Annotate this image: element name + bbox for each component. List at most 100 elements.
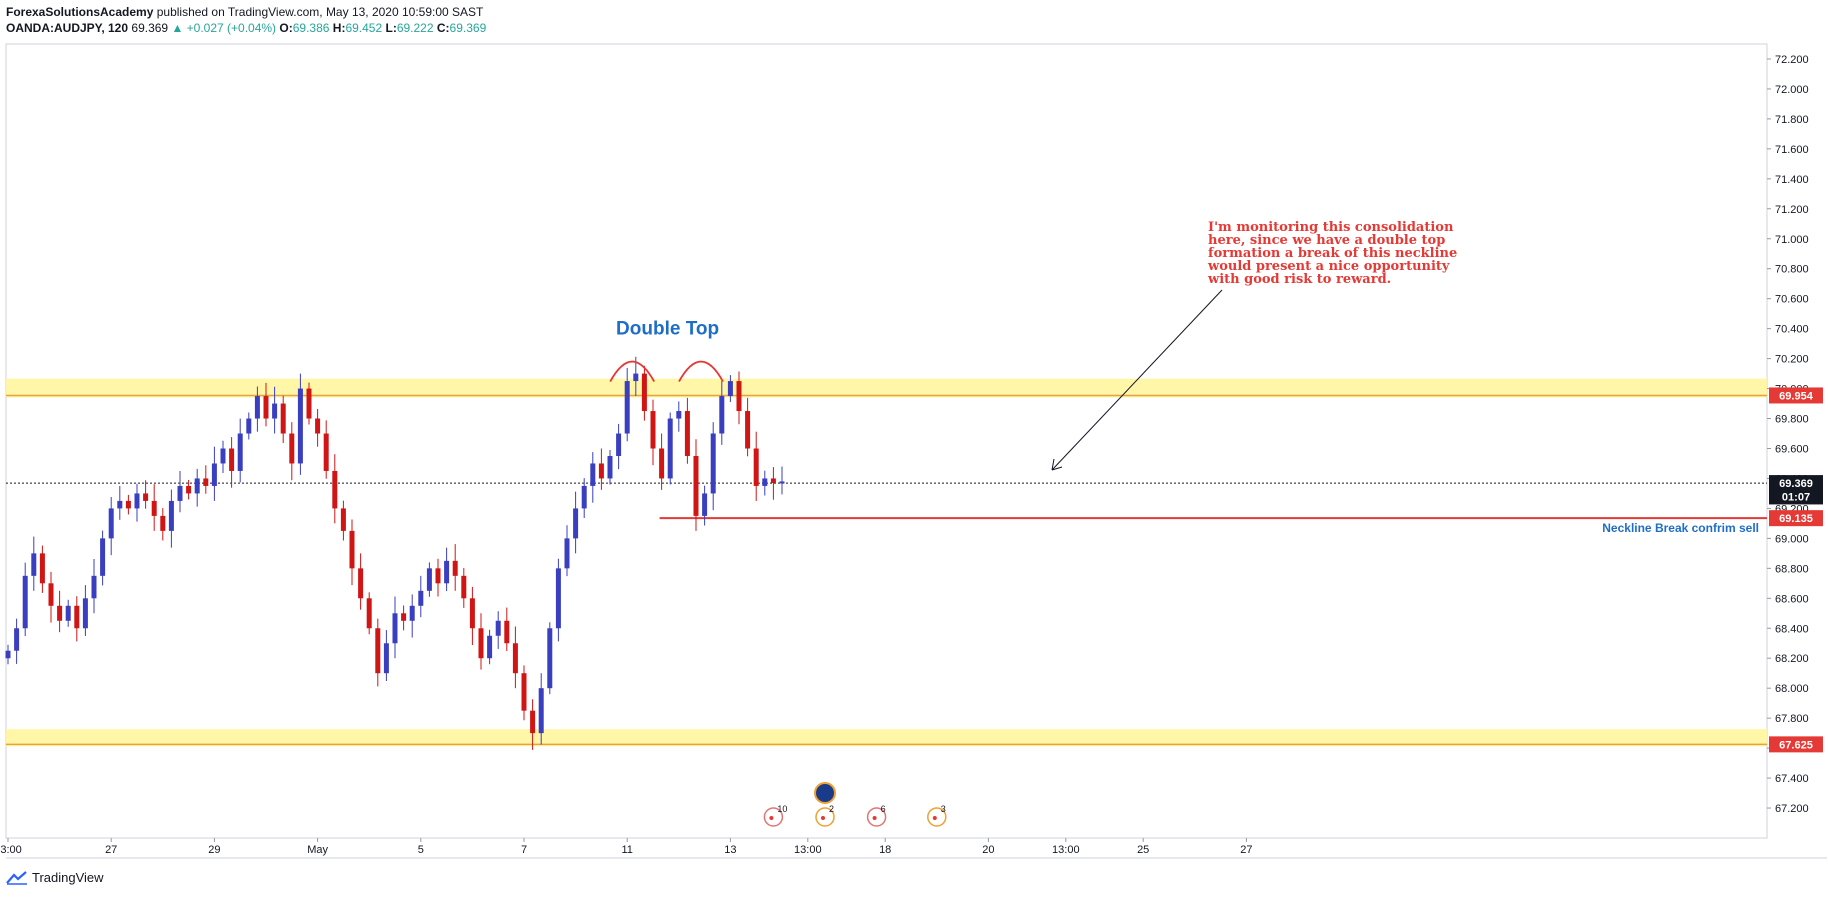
candle[interactable] xyxy=(444,560,450,584)
candle[interactable] xyxy=(650,411,656,449)
candle[interactable] xyxy=(547,628,553,689)
candle[interactable] xyxy=(220,448,226,464)
candle[interactable] xyxy=(633,373,639,382)
candle[interactable] xyxy=(168,500,174,531)
candle[interactable] xyxy=(667,418,673,479)
candle[interactable] xyxy=(418,590,424,606)
candle[interactable] xyxy=(693,455,699,516)
candle[interactable] xyxy=(31,553,37,576)
candle[interactable] xyxy=(435,568,441,584)
candle[interactable] xyxy=(117,500,123,509)
candle[interactable] xyxy=(186,485,192,494)
candle[interactable] xyxy=(289,433,295,464)
candle[interactable] xyxy=(762,478,768,486)
publisher-name[interactable]: ForexaSolutionsAcademy xyxy=(6,5,154,19)
candle[interactable] xyxy=(160,515,166,531)
australia-flag-icon[interactable] xyxy=(814,782,836,804)
candle[interactable] xyxy=(229,448,235,471)
candle[interactable] xyxy=(57,605,63,621)
candle[interactable] xyxy=(521,673,527,711)
candle[interactable] xyxy=(770,478,776,483)
candle[interactable] xyxy=(177,485,183,501)
candle[interactable] xyxy=(332,470,338,509)
candle[interactable] xyxy=(349,530,355,569)
candle[interactable] xyxy=(598,463,604,479)
candle[interactable] xyxy=(659,448,665,479)
candle[interactable] xyxy=(100,538,106,576)
candle[interactable] xyxy=(280,403,286,434)
candle[interactable] xyxy=(727,381,733,397)
economic-event-icon[interactable] xyxy=(866,807,887,827)
candle[interactable] xyxy=(538,688,544,734)
candle[interactable] xyxy=(48,583,54,606)
candle[interactable] xyxy=(779,481,785,484)
candle[interactable] xyxy=(478,628,484,659)
candle[interactable] xyxy=(512,643,518,674)
candle[interactable] xyxy=(487,635,493,659)
candle[interactable] xyxy=(358,568,364,599)
economic-event-icon[interactable] xyxy=(815,807,835,827)
candle[interactable] xyxy=(745,411,751,449)
candle[interactable] xyxy=(555,568,561,629)
candle[interactable] xyxy=(82,598,88,629)
candle[interactable] xyxy=(616,433,622,456)
symbol[interactable]: OANDA:AUDJPY, 120 xyxy=(6,21,129,35)
candle[interactable] xyxy=(108,508,114,539)
candle[interactable] xyxy=(753,448,759,486)
candle[interactable] xyxy=(426,568,432,591)
candle[interactable] xyxy=(65,605,71,621)
economic-event-icon[interactable] xyxy=(927,807,947,827)
candle[interactable] xyxy=(461,575,467,599)
candle[interactable] xyxy=(719,396,725,434)
candle[interactable] xyxy=(194,478,200,494)
candle[interactable] xyxy=(22,575,28,629)
candle[interactable] xyxy=(392,613,398,644)
candle[interactable] xyxy=(246,418,252,434)
candle[interactable] xyxy=(39,553,45,584)
candle[interactable] xyxy=(211,463,217,486)
candle[interactable] xyxy=(590,463,596,486)
candle[interactable] xyxy=(581,485,587,509)
candle[interactable] xyxy=(14,628,20,651)
candle[interactable] xyxy=(91,575,97,599)
candle[interactable] xyxy=(607,455,613,479)
candle[interactable] xyxy=(323,433,329,471)
candle[interactable] xyxy=(143,493,149,501)
candle[interactable] xyxy=(203,478,209,486)
candle[interactable] xyxy=(702,493,708,516)
candle[interactable] xyxy=(297,388,303,464)
footer-brand[interactable]: TradingView xyxy=(6,870,104,885)
candle[interactable] xyxy=(530,710,536,734)
candle[interactable] xyxy=(315,418,321,434)
candle[interactable] xyxy=(237,433,243,471)
candle[interactable] xyxy=(495,620,501,636)
candle[interactable] xyxy=(151,500,157,516)
candle[interactable] xyxy=(409,605,415,621)
candle[interactable] xyxy=(5,650,11,659)
candle[interactable] xyxy=(676,411,682,419)
candle[interactable] xyxy=(504,620,510,644)
candle[interactable] xyxy=(452,560,458,576)
economic-event-icon[interactable] xyxy=(763,807,784,827)
candle[interactable] xyxy=(366,598,372,629)
candle[interactable] xyxy=(383,643,389,674)
candle[interactable] xyxy=(340,508,346,531)
candle[interactable] xyxy=(469,598,475,629)
candle[interactable] xyxy=(564,538,570,569)
candle[interactable] xyxy=(684,411,690,456)
candle[interactable] xyxy=(254,396,260,419)
candle[interactable] xyxy=(306,388,312,419)
candle[interactable] xyxy=(263,396,269,419)
candle[interactable] xyxy=(125,500,131,509)
candle[interactable] xyxy=(375,628,381,674)
candle[interactable] xyxy=(401,613,407,621)
candle[interactable] xyxy=(74,605,80,629)
candle[interactable] xyxy=(736,381,742,412)
candle[interactable] xyxy=(624,381,630,434)
candle[interactable] xyxy=(272,403,278,419)
candle[interactable] xyxy=(710,433,716,494)
candle[interactable] xyxy=(134,493,140,509)
candle[interactable] xyxy=(641,373,647,412)
candle[interactable] xyxy=(573,508,579,539)
